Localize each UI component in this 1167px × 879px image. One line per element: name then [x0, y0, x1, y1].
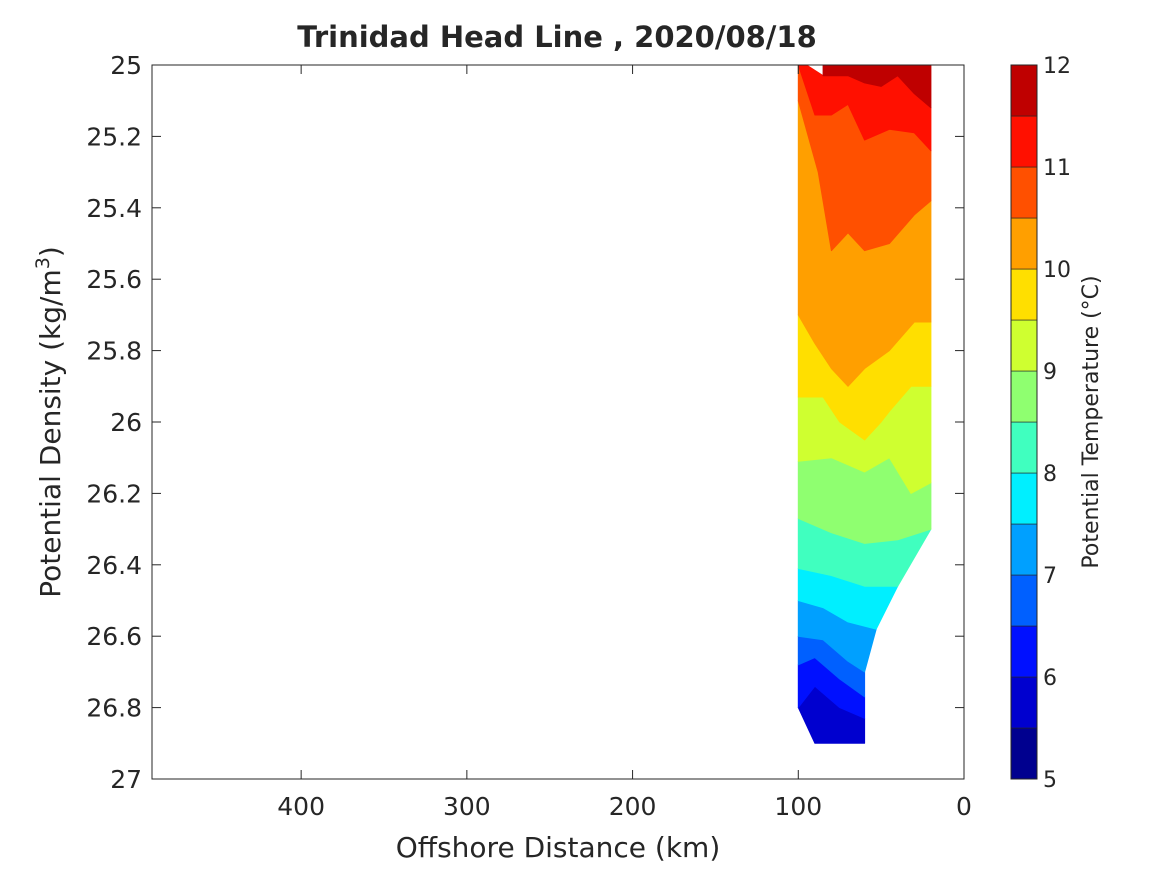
y-tick-label: 26.4 [86, 551, 142, 580]
colorbar-swatch [1010, 268, 1038, 321]
y-tick-label: 25 [110, 51, 142, 80]
y-tick-label: 25.4 [86, 194, 142, 223]
y-axis-label-sup: 3 [32, 257, 54, 269]
colorbar-tick-label: 12 [1043, 54, 1071, 79]
y-axis-label-end: ) [34, 246, 67, 257]
colorbar-tick-label: 5 [1043, 768, 1057, 793]
y-tick-label: 26 [110, 408, 142, 437]
colorbar-swatch [1010, 370, 1038, 423]
colorbar-label: Potential Temperature (°C) [1079, 275, 1104, 568]
y-axis-label: Potential Density (kg/m3) [32, 246, 67, 598]
x-axis: 400 300 200 100 0 [277, 65, 972, 821]
y-tick-label: 27 [110, 765, 142, 794]
x-tick-label: 100 [774, 792, 822, 821]
colorbar-tick-label: 8 [1043, 462, 1057, 487]
y-tick-label: 26.6 [86, 622, 142, 651]
colorbar-swatch [1010, 64, 1038, 117]
x-tick-label: 0 [956, 792, 972, 821]
colorbar-tick-label: 11 [1043, 156, 1071, 181]
chart-title: Trinidad Head Line , 2020/08/18 [297, 20, 817, 54]
colorbar-frame [1010, 64, 1038, 780]
colorbar-tick-label: 9 [1043, 360, 1057, 385]
y-tick-label: 25.6 [86, 265, 142, 294]
colorbar-swatch [1010, 217, 1038, 270]
contour-bands [797, 64, 932, 744]
colorbar-swatch [1010, 166, 1038, 219]
colorbar-swatch [1010, 319, 1038, 372]
x-tick-label: 400 [277, 792, 325, 821]
colorbar-swatch [1010, 115, 1038, 168]
colorbar: 5 6 7 8 9 10 11 12 [1010, 54, 1071, 793]
y-axis-label-main: Potential Density (kg/m [34, 269, 67, 598]
x-tick-label: 200 [609, 792, 657, 821]
y-tick-label: 26.2 [86, 479, 142, 508]
colorbar-swatch [1010, 472, 1038, 525]
colorbar-tick-label: 7 [1043, 564, 1057, 589]
colorbar-swatch [1010, 523, 1038, 576]
y-axis: 25 25.2 25.4 25.6 25.8 26 26.2 26.4 26.6 26.8 27 [86, 51, 964, 794]
colorbar-tick-label: 6 [1043, 666, 1057, 691]
x-tick-label: 300 [443, 792, 491, 821]
colorbar-swatch [1010, 574, 1038, 627]
y-tick-label: 25.2 [86, 122, 142, 151]
colorbar-swatch [1010, 676, 1038, 729]
colorbar-swatch [1010, 727, 1038, 780]
colorbar-tick-label: 10 [1043, 258, 1071, 283]
colorbar-swatch [1010, 421, 1038, 474]
y-tick-label: 26.8 [86, 694, 142, 723]
colorbar-swatch [1010, 625, 1038, 678]
x-axis-label: Offshore Distance (km) [396, 831, 721, 864]
y-tick-label: 25.8 [86, 337, 142, 366]
